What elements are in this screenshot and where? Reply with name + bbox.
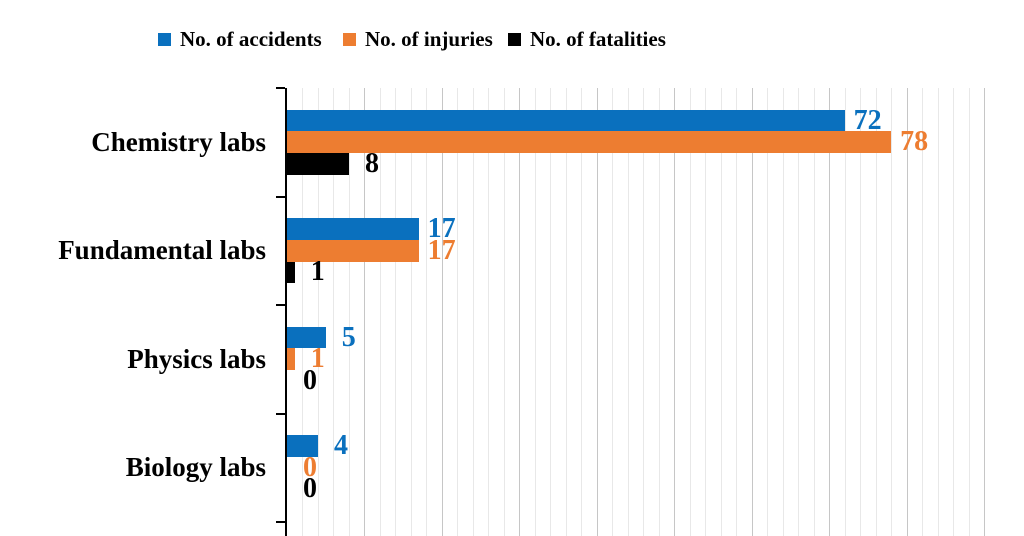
gridline-minor	[922, 88, 923, 536]
gridline-major	[829, 88, 830, 536]
gridline-minor	[333, 88, 334, 536]
gridline-minor	[798, 88, 799, 536]
gridline-minor	[411, 88, 412, 536]
legend-swatch-no-of-accidents	[158, 32, 171, 46]
gridline-minor	[535, 88, 536, 536]
bar-no-of-accidents-physics-labs	[287, 326, 326, 349]
bar-no-of-fatalities-chemistry-labs	[287, 153, 349, 175]
gridline-major	[519, 88, 520, 536]
legend-swatch-no-of-fatalities	[508, 32, 521, 46]
bar-value-label-no-of-fatalities-physics-labs: 0	[303, 364, 317, 396]
bar-no-of-injuries-fundamental-labs	[287, 239, 419, 262]
gridline-minor	[953, 88, 954, 536]
bar-no-of-accidents-fundamental-labs	[287, 218, 419, 240]
legend-label: No. of injuries	[365, 26, 493, 51]
gridline-minor	[349, 88, 350, 536]
gridline-minor	[690, 88, 691, 536]
legend-item-no-of-accidents: No. of accidents	[158, 24, 322, 54]
bar-value-label-no-of-injuries-physics-labs: 1	[310, 343, 325, 375]
gridline-minor	[721, 88, 722, 536]
gridline-major	[674, 88, 675, 536]
bar-value-label-no-of-fatalities-chemistry-labs: 8	[364, 147, 379, 179]
bar-value-label-no-of-accidents-biology-labs: 4	[333, 430, 348, 462]
gridline-minor	[705, 88, 706, 536]
category-label-chemistry-labs: Chemistry labs	[91, 126, 266, 157]
gridline-minor	[612, 88, 613, 536]
gridline-minor	[736, 88, 737, 536]
gridline-minor	[938, 88, 939, 536]
gridline-minor	[860, 88, 861, 536]
gridline-minor	[302, 88, 303, 536]
gridline-minor	[457, 88, 458, 536]
gridline-minor	[426, 88, 427, 536]
gridline-minor	[473, 88, 474, 536]
gridline-minor	[891, 88, 892, 536]
gridline-minor	[969, 88, 970, 536]
gridline-major	[442, 88, 443, 536]
bar-value-label-no-of-accidents-chemistry-labs: 72	[853, 104, 882, 136]
gridline-minor	[628, 88, 629, 536]
y-axis-tick	[276, 195, 285, 198]
gridline-minor	[876, 88, 877, 536]
legend-item-no-of-fatalities: No. of fatalities	[508, 24, 666, 54]
bar-value-label-no-of-injuries-biology-labs: 0	[303, 451, 317, 483]
y-axis-tick	[276, 521, 285, 523]
gridline-major	[752, 88, 753, 536]
gridline-minor	[581, 88, 582, 536]
gridline-minor	[380, 88, 381, 536]
gridline-minor	[488, 88, 489, 536]
gridline-minor	[783, 88, 784, 536]
y-axis-tick	[276, 87, 285, 89]
gridline-major	[907, 88, 908, 536]
bar-value-label-no-of-injuries-fundamental-labs: 17	[427, 234, 456, 266]
bar-no-of-accidents-chemistry-labs	[287, 109, 845, 132]
category-label-physics-labs: Physics labs	[127, 343, 266, 374]
gridline-minor	[504, 88, 505, 536]
bar-value-label-no-of-accidents-fundamental-labs: 17	[427, 213, 456, 245]
gridline-minor	[814, 88, 815, 536]
legend-label: No. of accidents	[180, 26, 322, 51]
bar-value-label-no-of-fatalities-fundamental-labs: 1	[310, 256, 325, 288]
y-axis-tick	[276, 412, 285, 415]
gridline-minor	[659, 88, 660, 536]
gridline-major	[597, 88, 598, 536]
gridline-minor	[395, 88, 396, 536]
gridline-minor	[845, 88, 846, 536]
legend-item-no-of-injuries: No. of injuries	[343, 24, 493, 54]
y-axis-tick	[276, 304, 285, 306]
gridline-minor	[550, 88, 551, 536]
legend-swatch-no-of-injuries	[343, 32, 356, 46]
gridline-minor	[318, 88, 319, 536]
bar-value-label-no-of-injuries-chemistry-labs: 78	[900, 126, 929, 158]
bar-no-of-injuries-physics-labs	[287, 348, 295, 371]
bar-value-label-no-of-fatalities-biology-labs: 0	[303, 473, 317, 505]
y-axis-line	[285, 88, 287, 536]
gridline-major	[984, 88, 985, 536]
gridline-major	[364, 88, 365, 536]
gridline-minor	[643, 88, 644, 536]
category-label-biology-labs: Biology labs	[125, 452, 266, 483]
bar-no-of-accidents-biology-labs	[287, 435, 318, 457]
gridline-minor	[566, 88, 567, 536]
plot-area: 72 78 8 17 17 1 5 1 0 4 0 0	[276, 87, 985, 536]
category-label-fundamental-labs: Fundamental labs	[58, 235, 266, 266]
legend-label: No. of fatalities	[530, 26, 666, 51]
bar-no-of-injuries-chemistry-labs	[287, 131, 892, 154]
gridline-minor	[767, 88, 768, 536]
bar-no-of-fatalities-fundamental-labs	[287, 261, 295, 284]
bar-value-label-no-of-accidents-physics-labs: 5	[341, 321, 356, 353]
